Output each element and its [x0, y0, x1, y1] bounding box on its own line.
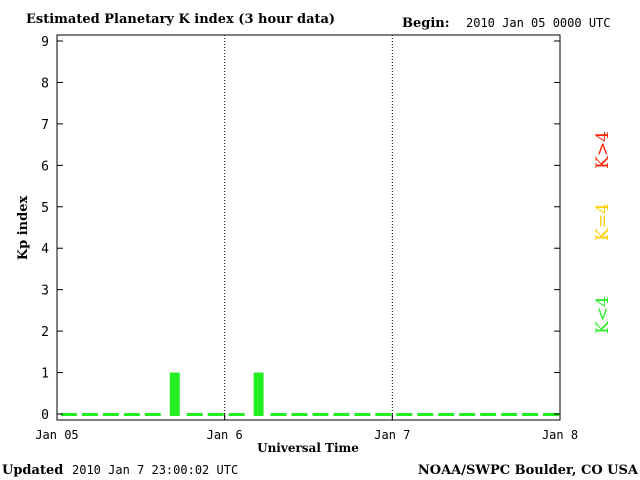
kp-bar [438, 413, 455, 416]
kp-bar [480, 413, 497, 416]
y-tick-label: 4 [41, 242, 49, 257]
kp-bar [543, 413, 559, 416]
y-tick-label: 8 [41, 76, 49, 91]
updated-label: Updated [2, 463, 63, 478]
kp-bar [396, 413, 413, 416]
day-dividers [224, 35, 393, 420]
y-tick-label: 5 [41, 201, 49, 216]
y-tick-label: 9 [41, 35, 49, 50]
x-axis-ticks: Jan 05 Jan 6 Jan 7 Jan 8 [35, 414, 578, 442]
kp-bar [417, 413, 434, 416]
kp-bars [61, 372, 559, 416]
kp-bar [102, 413, 119, 416]
kp-bar [522, 413, 539, 416]
legend-item: K=4 [593, 203, 613, 241]
kp-bar [501, 413, 518, 416]
kp-bar [186, 413, 203, 416]
chart-title: Estimated Planetary K index (3 hour data… [26, 12, 335, 27]
y-tick-label: 3 [41, 284, 49, 299]
x-tick-label: Jan 6 [207, 428, 243, 442]
y-axis-label: Kp index [16, 196, 31, 261]
x-axis-label: Universal Time [257, 441, 359, 455]
legend: K<4 K=4 K>4 [593, 131, 613, 334]
kp-bar [270, 413, 287, 416]
kp-bar [333, 413, 350, 416]
plot-area [56, 34, 561, 421]
y-tick-label: 0 [41, 408, 49, 423]
kp-bar [169, 372, 180, 416]
kp-bar [81, 413, 98, 416]
begin-value: 2010 Jan 05 0000 UTC [466, 16, 611, 30]
kp-bar [253, 372, 264, 416]
kp-bar [354, 413, 371, 416]
y-tick-label: 2 [41, 325, 49, 340]
kp-bar [375, 413, 392, 416]
legend-item: K<4 [593, 296, 613, 334]
y-tick-label: 1 [41, 367, 49, 382]
kp-bar [312, 413, 329, 416]
kp-bar [144, 413, 161, 416]
kp-bar [61, 413, 77, 416]
x-tick-label: Jan 05 [35, 428, 78, 442]
source-credit: NOAA/SWPC Boulder, CO USA [418, 463, 639, 478]
y-tick-label: 7 [41, 118, 49, 133]
y-axis-ticks: 0 1 2 3 4 5 6 7 8 9 [41, 35, 560, 423]
y-tick-label: 6 [41, 159, 49, 174]
updated-value: 2010 Jan 7 23:00:02 UTC [72, 463, 238, 477]
begin-label: Begin: [402, 16, 450, 31]
kp-bar [207, 413, 224, 416]
kp-bar [228, 413, 245, 416]
x-tick-label: Jan 8 [542, 428, 578, 442]
kp-bar [291, 413, 308, 416]
kp-bar [123, 413, 140, 416]
legend-item: K>4 [593, 131, 613, 169]
x-tick-label: Jan 7 [374, 428, 410, 442]
kp-bar [459, 413, 476, 416]
